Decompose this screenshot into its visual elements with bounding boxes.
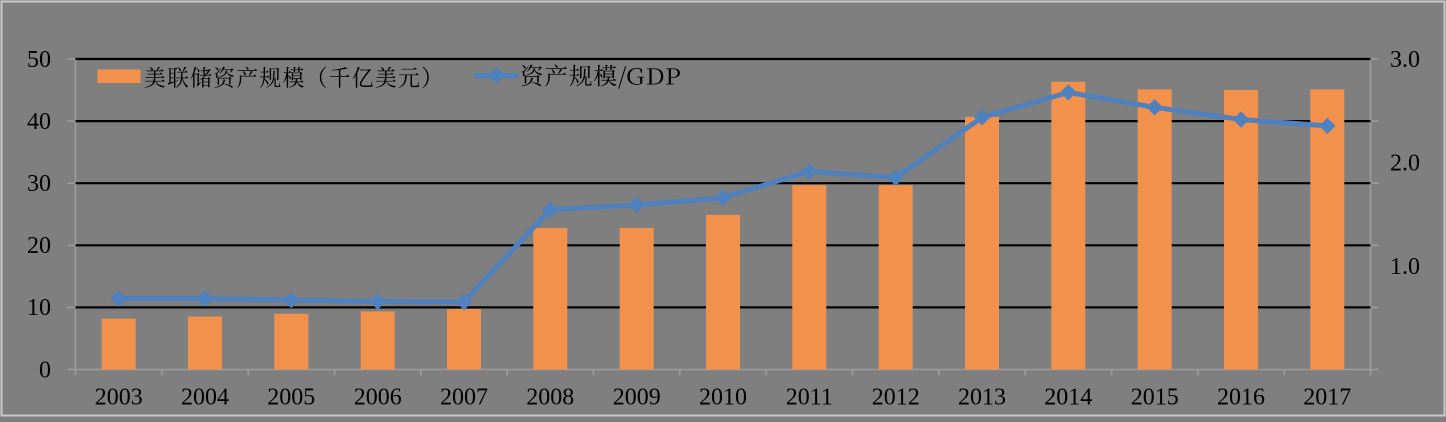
svg-text:2005: 2005 [267,385,315,411]
svg-text:2011: 2011 [786,385,833,411]
svg-text:2008: 2008 [526,385,574,411]
svg-text:3.0: 3.0 [1390,47,1420,73]
svg-text:2013: 2013 [958,385,1006,411]
svg-text:20: 20 [27,233,51,259]
svg-text:2016: 2016 [1217,385,1265,411]
svg-text:2015: 2015 [1131,385,1179,411]
svg-text:2010: 2010 [699,385,747,411]
svg-text:2003: 2003 [95,385,143,411]
svg-text:2004: 2004 [181,385,229,411]
svg-text:2017: 2017 [1303,385,1351,411]
svg-text:2.0: 2.0 [1390,150,1420,176]
svg-text:2006: 2006 [354,385,402,411]
svg-text:2009: 2009 [613,385,661,411]
svg-text:2007: 2007 [440,385,488,411]
svg-text:1.0: 1.0 [1390,254,1420,280]
svg-text:10: 10 [27,295,51,321]
svg-text:30: 30 [27,171,51,197]
svg-text:50: 50 [27,47,51,73]
svg-text:2014: 2014 [1044,385,1092,411]
svg-text:2012: 2012 [872,385,920,411]
svg-text:40: 40 [27,109,51,135]
svg-text:0: 0 [39,357,51,383]
